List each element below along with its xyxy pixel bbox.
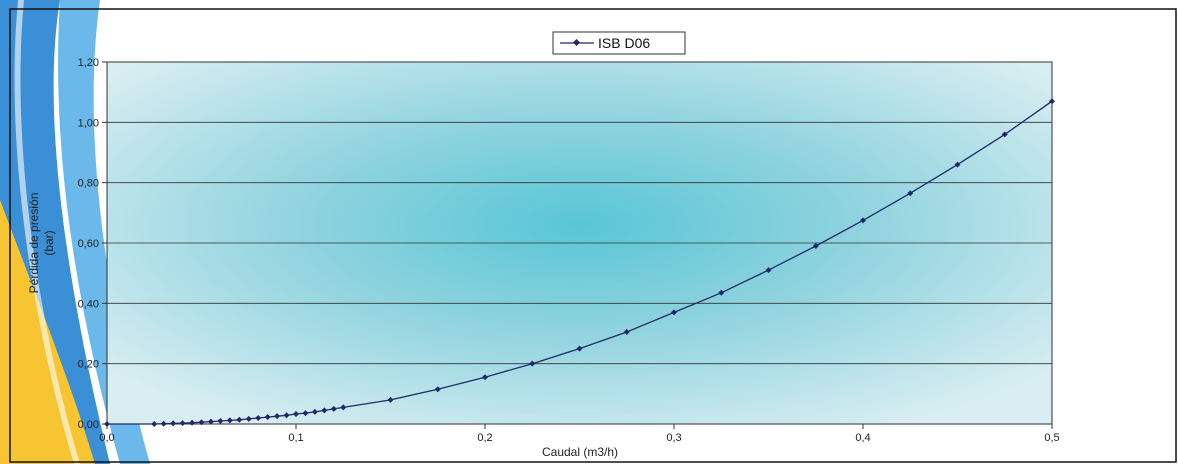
y-tick-label: 0,00: [78, 419, 99, 431]
data-point: [283, 412, 290, 419]
data-point: [765, 267, 772, 274]
data-point: [207, 418, 214, 425]
data-point: [255, 414, 262, 421]
data-point: [179, 420, 186, 427]
x-tick-label: 0,5: [1044, 432, 1059, 444]
y-tick-label: 0,20: [78, 359, 99, 371]
data-point: [236, 416, 243, 423]
x-tick-label: 0,4: [855, 432, 870, 444]
x-tick-label: 0,0: [99, 432, 114, 444]
data-point: [860, 217, 866, 224]
y-axis-title-line1: Pérdida de presión: [27, 193, 41, 294]
data-point: [274, 413, 281, 420]
data-point: [198, 419, 205, 426]
data-point: [576, 345, 583, 352]
data-point: [340, 404, 347, 411]
y-tick-label: 0,60: [78, 238, 99, 250]
data-point: [387, 396, 394, 403]
grid-lines: [107, 121, 1052, 365]
data-point: [718, 289, 725, 296]
data-point: [954, 161, 961, 168]
data-point: [623, 328, 630, 335]
data-point: [434, 386, 441, 393]
x-tick-label: 0,3: [666, 432, 681, 444]
data-point: [907, 190, 914, 197]
x-axis-title: Caudal (m3/h): [542, 445, 618, 459]
data-point: [160, 420, 167, 427]
data-point: [104, 421, 110, 427]
legend-marker: [572, 38, 581, 47]
y-axis-title-line2: (bar): [42, 230, 56, 255]
data-point: [321, 407, 328, 414]
x-tick-label: 0,1: [288, 432, 303, 444]
y-tick-label: 0,40: [78, 298, 99, 310]
legend: ISB D06: [552, 31, 686, 55]
data-point: [293, 411, 299, 418]
data-point: [1001, 131, 1008, 138]
data-point: [245, 415, 252, 422]
legend-label: ISB D06: [598, 35, 650, 51]
data-point: [217, 417, 224, 424]
x-axis-ticks: 0,0 0,1 0,2 0,3 0,4 0,5: [99, 424, 1060, 444]
y-tick-label: 0,80: [78, 178, 99, 190]
data-point: [264, 414, 271, 421]
data-point: [671, 309, 677, 316]
data-point: [226, 417, 233, 424]
data-point: [330, 405, 337, 412]
data-point: [529, 360, 536, 367]
y-axis-title: Pérdida de presión (bar): [27, 193, 56, 294]
series-points: [104, 98, 1055, 427]
data-point: [1049, 98, 1055, 105]
data-point: [302, 410, 309, 417]
data-point: [812, 243, 819, 250]
data-point: [311, 408, 318, 415]
x-tick-label: 0,2: [477, 432, 492, 444]
y-tick-label: 1,00: [78, 117, 99, 129]
data-point: [170, 420, 177, 427]
y-axis-ticks: 0,00 0,20 0,40 0,60 0,80 1,00 1,20: [78, 57, 107, 431]
data-point: [189, 419, 196, 426]
y-tick-label: 1,20: [78, 57, 99, 69]
data-point: [482, 374, 488, 381]
data-point: [151, 421, 158, 427]
legend-box: [552, 31, 686, 55]
chart-border: [9, 8, 1177, 463]
